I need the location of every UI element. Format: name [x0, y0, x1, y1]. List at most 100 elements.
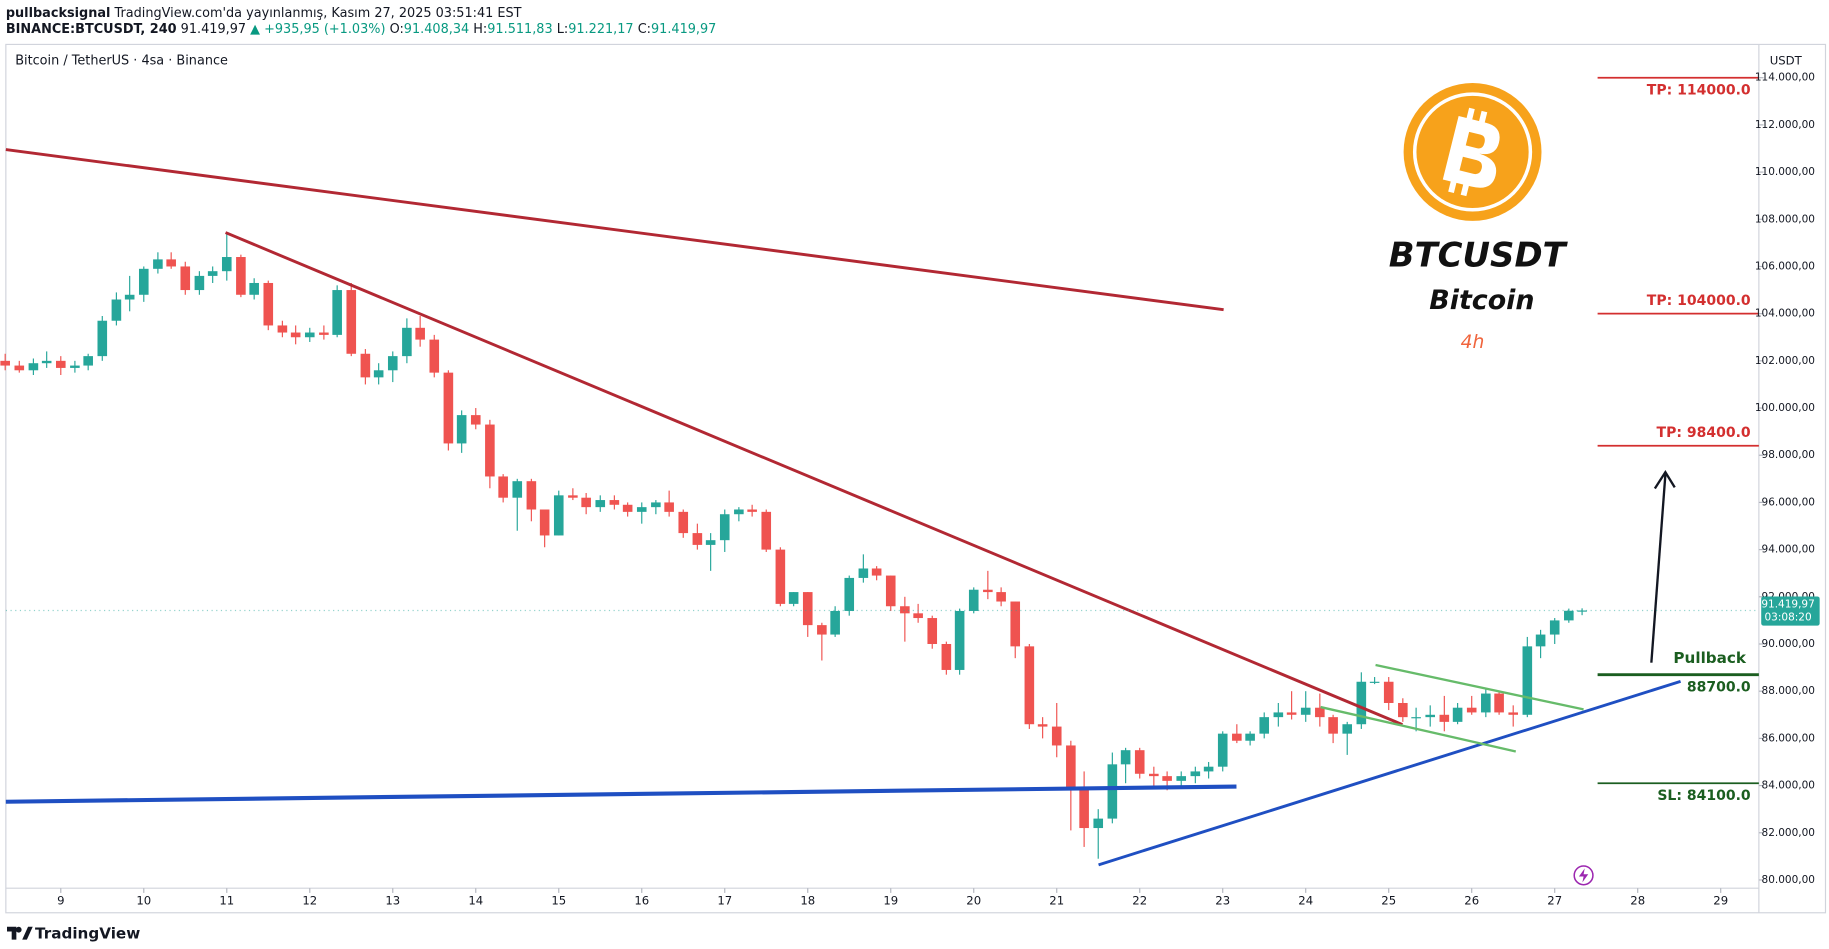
trendline [1098, 679, 1682, 867]
alert-icon[interactable] [1573, 865, 1594, 886]
x-tick-label: 19 [883, 894, 898, 908]
candle-body [360, 353, 371, 378]
candle-body [1066, 745, 1076, 788]
candle-body [153, 259, 163, 269]
candle-body [996, 592, 1006, 602]
x-tick-label: 16 [634, 894, 649, 908]
last-price-label: 91.419,97 [1761, 599, 1814, 611]
countdown-label: 03:08:20 [1765, 612, 1812, 624]
logo-tick [1448, 180, 1457, 194]
candle-body [97, 320, 108, 357]
footer-icon [7, 926, 33, 940]
candle-body [1328, 717, 1338, 734]
candle-body [28, 363, 39, 371]
x-tick-label: 25 [1381, 894, 1396, 908]
candle-body [1452, 707, 1463, 722]
candle-body [1564, 610, 1574, 621]
candle-body [1051, 726, 1062, 746]
symbol: BINANCE:BTCUSDT, 240 [6, 22, 177, 37]
x-tick-label: 17 [717, 894, 732, 908]
candle-body [526, 481, 537, 510]
x-tick-label: 10 [136, 894, 151, 908]
overlay-ticker: BTCUSDT [1389, 236, 1569, 275]
alert-bolt[interactable] [1578, 868, 1589, 883]
author: pullbacksignal [6, 5, 111, 20]
candle-body [747, 509, 757, 512]
c-value: 91.419,97 [651, 22, 716, 37]
x-tick-label: 18 [800, 894, 815, 908]
candle-body [581, 497, 591, 508]
alert-circle[interactable] [1573, 865, 1594, 886]
x-tick-label: 13 [385, 894, 400, 908]
level-title: Pullback [1673, 649, 1746, 667]
candle-body [207, 271, 218, 276]
candle-body [180, 266, 191, 291]
candle-body [734, 509, 744, 515]
channel-line [1320, 705, 1517, 753]
level-label: SL: 84100.0 [1657, 788, 1751, 804]
y-tick-label: 114.000,00 [1755, 72, 1815, 84]
candle-body [802, 592, 813, 626]
candle-body [70, 365, 80, 368]
x-tick-label: 12 [302, 894, 317, 908]
candle-body [1203, 766, 1214, 772]
trendline [224, 231, 1403, 726]
candle-body [664, 502, 674, 512]
c-label: C: [638, 22, 651, 37]
x-tick-label: 22 [1132, 894, 1147, 908]
candle-body [1342, 724, 1353, 734]
logo-b [1442, 115, 1500, 188]
candle-body [1411, 717, 1421, 719]
y-tick-label: 98.000,00 [1762, 449, 1815, 461]
footer-text: TradingView [35, 924, 140, 942]
candle-body [1245, 733, 1255, 741]
level-label: TP: 114000.0 [1647, 83, 1751, 99]
last-price-box [1761, 596, 1820, 626]
l-label: L: [557, 22, 568, 37]
x-tick-label: 21 [1049, 894, 1064, 908]
candle-body [1107, 764, 1118, 819]
candle-body [775, 549, 786, 604]
candle-body [166, 259, 176, 267]
candle-body [568, 495, 578, 498]
candle-body [111, 299, 122, 321]
candle-body [1356, 681, 1367, 725]
candle-body [1010, 601, 1021, 647]
logo-glyph [1442, 107, 1500, 197]
candle-body [14, 365, 25, 371]
candle-body [1425, 714, 1436, 718]
header-line-2: BINANCE:BTCUSDT, 240 91.419,97 ▲ +935,95… [6, 22, 717, 37]
candle-body [1508, 712, 1519, 715]
candle-body [319, 332, 329, 335]
logo-tick [1478, 110, 1488, 124]
axes: 80.000,00 82.000,00 84.000,00 86.000,00 88.0… [5, 72, 1820, 908]
logo-tick [1460, 183, 1470, 197]
trendline [5, 148, 1224, 312]
h-value: 91.511,83 [487, 22, 552, 37]
level-label: 88700.0 [1687, 680, 1751, 696]
candle-body [539, 509, 550, 536]
candle-body [1315, 707, 1325, 718]
y-tick-label: 104.000,00 [1755, 308, 1815, 320]
x-tick-label: 14 [468, 894, 483, 908]
y-tick-label: 94.000,00 [1762, 544, 1815, 556]
candle-body [1190, 771, 1201, 777]
footer-logo: TradingView [7, 924, 140, 942]
candle-body [1439, 714, 1450, 722]
y-tick-label: 96.000,00 [1762, 496, 1815, 508]
candle-body [858, 568, 869, 578]
candle-body [1259, 717, 1270, 734]
candle-body [1369, 681, 1380, 683]
candle-body [788, 592, 799, 604]
candle-body [512, 481, 523, 498]
l-value: 91.221,17 [568, 22, 633, 37]
candle-body [1134, 750, 1145, 774]
y-tick-label: 100.000,00 [1755, 402, 1815, 414]
y-tick-label: 80.000,00 [1762, 874, 1815, 886]
candles [0, 233, 1587, 859]
candle-body [1300, 707, 1311, 715]
candle-body [456, 415, 467, 444]
y-tick-label: 112.000,00 [1755, 119, 1815, 131]
candle-body [651, 502, 661, 508]
candle-body [983, 589, 993, 593]
